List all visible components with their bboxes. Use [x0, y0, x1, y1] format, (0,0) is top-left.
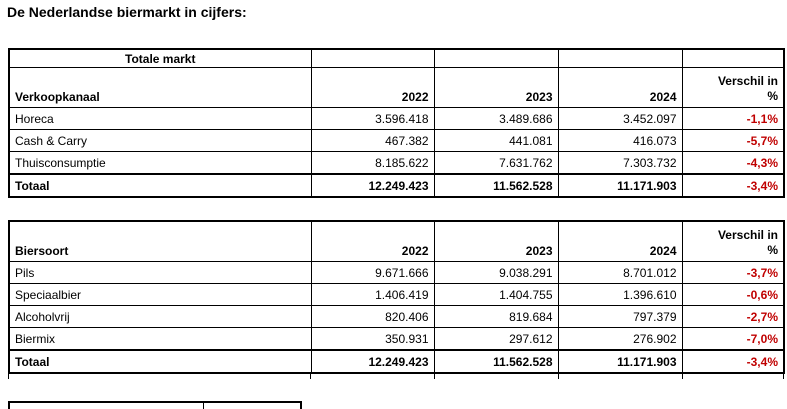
table-row-horeca: Horeca 3.596.418 3.489.686 3.452.097 -1,…: [8, 107, 785, 130]
value-2022: 820.406: [310, 305, 435, 328]
row-label: Speciaalbier: [8, 283, 312, 306]
column-header-2024: 2024: [557, 220, 683, 262]
gridline-stub: [8, 373, 9, 379]
value-2023: 9.038.291: [433, 261, 559, 284]
table-header-row: Verkoopkanaal 2022 2023 2024 Verschil in…: [8, 67, 785, 108]
total-2024: 11.171.903: [557, 173, 683, 198]
table-row-alcoholvrij: Alcoholvrij 820.406 819.684 797.379 -2,7…: [8, 305, 785, 328]
value-diff-percent: -7,0%: [681, 327, 785, 351]
total-2024: 11.171.903: [557, 349, 683, 374]
gridline-stub: [434, 373, 435, 379]
value-2024: 8.701.012: [557, 261, 683, 284]
column-header-2022: 2022: [310, 67, 435, 108]
total-2023: 11.562.528: [433, 349, 559, 374]
value-2024: 3.452.097: [557, 107, 683, 130]
total-diff-percent: -3,4%: [681, 173, 785, 198]
value-2022: 3.596.418: [310, 107, 435, 130]
value-diff-percent: -1,1%: [681, 107, 785, 130]
total-2022: 12.249.423: [310, 173, 435, 198]
empty-cell: [202, 401, 302, 409]
total-2022: 12.249.423: [310, 349, 435, 374]
table-row-pils: Pils 9.671.666 9.038.291 8.701.012 -3,7%: [8, 261, 785, 284]
verschil-header-line1: Verschil in: [717, 74, 778, 88]
table-row-speciaalbier: Speciaalbier 1.406.419 1.404.755 1.396.6…: [8, 283, 785, 306]
column-header-2022: 2022: [310, 220, 435, 262]
value-2024: 276.902: [557, 327, 683, 351]
row-label: Thuisconsumptie: [8, 151, 312, 175]
value-2022: 8.185.622: [310, 151, 435, 175]
row-label: Pils: [8, 261, 312, 284]
column-header-verschil: Verschil in %: [681, 220, 785, 262]
verschil-header-line2: %: [767, 243, 778, 257]
total-label: Totaal: [8, 173, 312, 198]
value-diff-percent: -5,7%: [681, 129, 785, 152]
value-diff-percent: -4,3%: [681, 151, 785, 175]
table-row-thuisconsumptie: Thuisconsumptie 8.185.622 7.631.762 7.30…: [8, 151, 785, 175]
column-header-biersoort: Biersoort: [8, 220, 312, 262]
value-2023: 7.631.762: [433, 151, 559, 175]
verschil-header-line1: Verschil in: [717, 228, 778, 242]
value-2022: 350.931: [310, 327, 435, 351]
partial-table-row: [8, 401, 302, 409]
value-diff-percent: -0,6%: [681, 283, 785, 306]
gridline-stub: [310, 373, 311, 379]
table-row-biermix: Biermix 350.931 297.612 276.902 -7,0%: [8, 327, 785, 351]
total-market-table: Totale markt Verkoopkanaal 2022 2023 202…: [8, 48, 785, 198]
row-label: Biermix: [8, 327, 312, 351]
value-2024: 797.379: [557, 305, 683, 328]
value-2023: 3.489.686: [433, 107, 559, 130]
value-2024: 416.073: [557, 129, 683, 152]
value-2024: 7.303.732: [557, 151, 683, 175]
partial-table-cutoff: [8, 401, 302, 409]
value-diff-percent: -2,7%: [681, 305, 785, 328]
value-2023: 441.081: [433, 129, 559, 152]
table-total-row: Totaal 12.249.423 11.562.528 11.171.903 …: [8, 349, 785, 374]
empty-cell: [8, 401, 204, 409]
beer-type-table: Biersoort 2022 2023 2024 Verschil in % P…: [8, 220, 785, 374]
value-2024: 1.396.610: [557, 283, 683, 306]
value-2022: 467.382: [310, 129, 435, 152]
column-header-verschil: Verschil in %: [681, 67, 785, 108]
page-title: De Nederlandse biermarkt in cijfers:: [7, 4, 247, 20]
column-header-2024: 2024: [557, 67, 683, 108]
column-header-2023: 2023: [433, 220, 559, 262]
group-header-cell: Totale markt: [8, 48, 312, 68]
empty-cell: [557, 48, 683, 68]
row-label: Horeca: [8, 107, 312, 130]
cropped-row-gridline-stubs: [8, 373, 785, 379]
value-diff-percent: -3,7%: [681, 261, 785, 284]
empty-cell: [310, 48, 435, 68]
value-2022: 1.406.419: [310, 283, 435, 306]
gridline-stub: [783, 373, 784, 379]
verschil-header-line2: %: [767, 89, 778, 103]
value-2023: 1.404.755: [433, 283, 559, 306]
total-diff-percent: -3,4%: [681, 349, 785, 374]
row-label: Alcoholvrij: [8, 305, 312, 328]
value-2023: 819.684: [433, 305, 559, 328]
table-total-row: Totaal 12.249.423 11.562.528 11.171.903 …: [8, 173, 785, 198]
column-header-2023: 2023: [433, 67, 559, 108]
total-2023: 11.562.528: [433, 173, 559, 198]
value-2023: 297.612: [433, 327, 559, 351]
empty-cell: [681, 48, 785, 68]
empty-cell: [433, 48, 559, 68]
table-row-cash-carry: Cash & Carry 467.382 441.081 416.073 -5,…: [8, 129, 785, 152]
value-2022: 9.671.666: [310, 261, 435, 284]
total-label: Totaal: [8, 349, 312, 374]
table-group-header-row: Totale markt: [8, 48, 785, 68]
column-header-verkoopkanaal: Verkoopkanaal: [8, 67, 312, 108]
row-label: Cash & Carry: [8, 129, 312, 152]
gridline-stub: [558, 373, 559, 379]
gridline-stub: [682, 373, 683, 379]
table-header-row: Biersoort 2022 2023 2024 Verschil in %: [8, 220, 785, 262]
